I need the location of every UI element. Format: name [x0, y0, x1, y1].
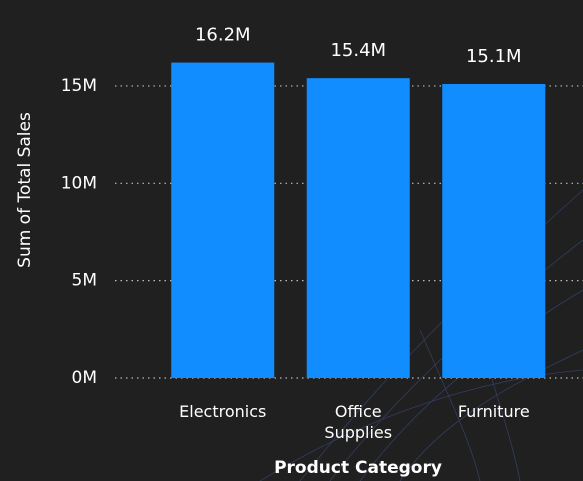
- bar: [306, 78, 410, 378]
- y-tick-label: 5M: [72, 271, 97, 291]
- x-axis-title: Product Category: [274, 458, 442, 478]
- data-label: 16.2M: [195, 25, 251, 46]
- y-tick-label: 10M: [61, 173, 97, 193]
- data-label: 15.1M: [466, 46, 522, 67]
- x-tick-label: Office Supplies: [324, 402, 393, 442]
- y-axis-title: Sum of Total Sales: [15, 112, 35, 268]
- data-label: 15.4M: [330, 40, 386, 61]
- x-tick-label: Electronics: [179, 402, 267, 421]
- bar: [442, 83, 546, 379]
- y-tick-label: 15M: [61, 76, 97, 96]
- y-tick-label: 0M: [72, 368, 97, 388]
- x-tick-label: Furniture: [457, 402, 530, 421]
- bar: [171, 62, 275, 378]
